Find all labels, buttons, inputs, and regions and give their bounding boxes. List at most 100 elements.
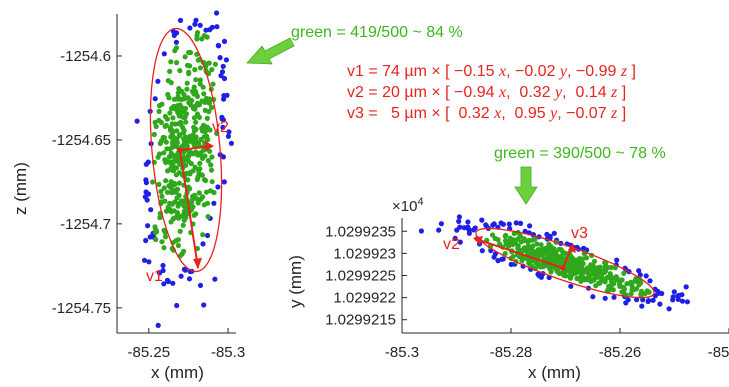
right-x-axis-label: x (mm) (528, 363, 581, 382)
green-arrow-down-icon (514, 166, 538, 205)
inside-point (163, 139, 169, 145)
inside-point (165, 91, 171, 98)
inside-point (574, 275, 580, 282)
outside-point (466, 230, 472, 236)
inside-point (179, 198, 185, 204)
outside-point (225, 133, 231, 139)
inside-point (204, 115, 210, 121)
inside-point (180, 222, 186, 228)
inside-point (206, 60, 212, 66)
outside-point (228, 140, 234, 146)
inside-point (167, 68, 173, 74)
outside-point (479, 248, 485, 254)
y-tick-label: -1254.75 (52, 300, 111, 317)
inside-point (608, 283, 614, 289)
outside-point (495, 258, 501, 264)
inside-point (202, 107, 208, 113)
inside-point (159, 239, 165, 245)
inside-point (174, 128, 180, 134)
inside-point (174, 139, 180, 146)
left-x-axis-label: x (mm) (151, 363, 204, 382)
outside-point (220, 63, 226, 69)
outside-point (643, 273, 649, 279)
inside-point (193, 134, 199, 140)
outside-point (221, 179, 227, 185)
inside-point (161, 245, 167, 251)
inside-point (593, 268, 599, 274)
right-x-ticks: -85.3 -85.28 -85.26 -85.24 (385, 328, 729, 361)
outside-point (155, 78, 161, 84)
outside-point (647, 278, 653, 284)
outside-point (655, 288, 661, 294)
inside-point (179, 96, 185, 103)
inside-point (203, 95, 209, 102)
inside-point (186, 71, 192, 77)
inside-point (535, 262, 541, 268)
inside-point (171, 158, 178, 164)
inside-point (162, 157, 168, 163)
outside-point (223, 57, 229, 63)
inside-point (184, 156, 190, 162)
inside-point (209, 179, 215, 185)
inside-point (193, 119, 199, 125)
inside-point (178, 113, 184, 119)
inside-point (195, 57, 201, 63)
outside-point (506, 221, 512, 227)
outside-point (215, 42, 221, 49)
inside-point (208, 162, 214, 168)
outside-point (148, 207, 154, 213)
outside-point (568, 283, 574, 289)
outside-point (418, 228, 424, 234)
right-panel: v2 v3 1.0299215 1.029922 1.0299225 1.029923… (286, 196, 729, 382)
outside-point (457, 239, 463, 245)
inside-point (552, 251, 559, 257)
inside-point (198, 136, 204, 143)
inside-point (153, 123, 159, 130)
outside-point (221, 96, 227, 102)
outside-point (684, 299, 691, 305)
outside-point (147, 234, 153, 240)
inside-point (159, 193, 165, 199)
inside-point (151, 131, 157, 138)
inside-point (538, 242, 544, 248)
inside-point (577, 267, 583, 273)
right-v2-arrowhead (473, 236, 483, 245)
inside-point (208, 167, 215, 173)
inside-point (163, 178, 169, 184)
inside-point (535, 247, 542, 253)
left-v2-label: v2 (212, 119, 229, 136)
inside-point (201, 177, 208, 183)
inside-point (204, 200, 211, 206)
inside-point (490, 232, 496, 238)
left-ellipse (149, 27, 223, 273)
outside-point (145, 191, 152, 197)
inside-point (167, 200, 173, 206)
outside-point (192, 21, 198, 27)
inside-point (200, 232, 206, 238)
inside-point (183, 119, 189, 125)
outside-point (214, 10, 220, 16)
outside-point (221, 75, 228, 82)
inside-point (179, 88, 185, 95)
outside-point (161, 51, 167, 57)
outside-point (456, 214, 462, 220)
inside-point (540, 264, 546, 270)
inside-point (197, 65, 204, 71)
inside-point (170, 216, 176, 222)
inside-point (170, 187, 176, 193)
outside-point (522, 228, 528, 234)
inside-point (183, 105, 189, 111)
outside-point (220, 124, 226, 130)
outside-point (471, 227, 477, 233)
outside-point (581, 245, 587, 251)
inside-point (565, 266, 571, 272)
right-v2-arrow (475, 238, 564, 269)
inside-point (539, 246, 546, 252)
inside-point (168, 165, 174, 171)
inside-point (189, 138, 195, 145)
x-tick-label: -85.3 (211, 344, 245, 361)
inside-point (553, 266, 559, 272)
inside-point (194, 176, 200, 183)
inside-point (185, 184, 191, 190)
outside-point (483, 222, 489, 228)
